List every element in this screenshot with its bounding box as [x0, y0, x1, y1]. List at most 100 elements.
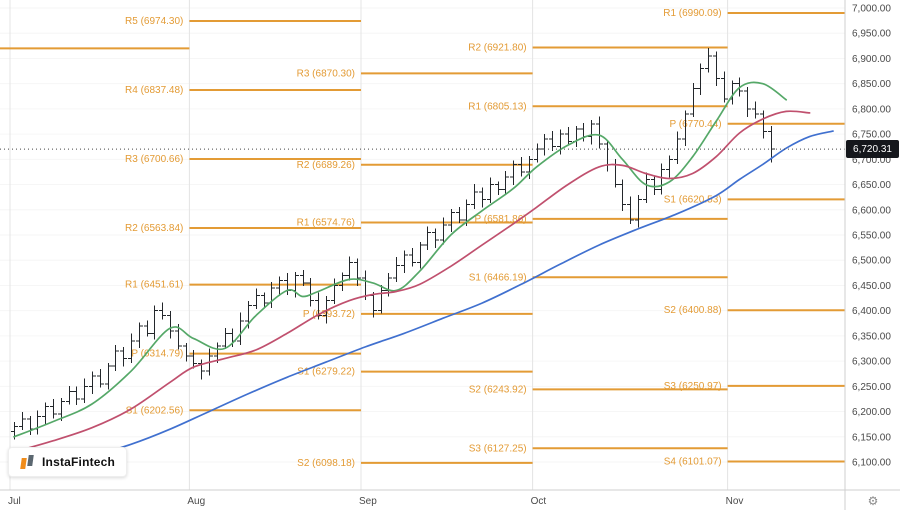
price-tick-label: 6,900.00: [852, 54, 891, 65]
ohlc-bar: [658, 163, 665, 195]
ohlc-bar: [66, 385, 73, 405]
ohlc-bar: [136, 322, 143, 348]
ohlc-bar: [222, 327, 229, 350]
ohlc-bar: [276, 276, 283, 297]
price-tick-label: 6,100.00: [852, 458, 891, 469]
pivot-label: R1 (6990.09): [663, 8, 721, 19]
price-tick-label: 6,750.00: [852, 130, 891, 141]
pivot-label: P (6770.44): [670, 119, 722, 130]
pivot-label: S2 (6243.92): [469, 384, 527, 395]
last-price-badge: 6,720.31: [846, 140, 899, 159]
instafintech-logo: InstaFintech: [8, 447, 128, 477]
ohlc-bar: [705, 47, 712, 73]
price-tick-label: 6,950.00: [852, 29, 891, 40]
pivot-label: S1 (6202.56): [126, 405, 184, 416]
ohlc-bar: [307, 277, 314, 307]
pivot-label: P (6314.79): [131, 349, 183, 360]
ohlc-bar: [682, 110, 689, 147]
price-tick-label: 6,800.00: [852, 104, 891, 115]
ohlc-bar: [261, 292, 268, 309]
ohlc-bar: [619, 179, 626, 211]
ohlc-bar: [690, 83, 697, 117]
ohlc-bar: [354, 258, 361, 286]
ohlc-bar: [495, 181, 502, 196]
ohlc-bar: [417, 242, 424, 269]
price-tick-label: 6,400.00: [852, 306, 891, 317]
ohlc-bar: [198, 359, 205, 380]
ohlc-bar: [42, 402, 49, 425]
pivot-label: R5 (6974.30): [125, 16, 183, 27]
ohlc-bar: [627, 196, 634, 224]
ohlc-bar: [300, 269, 307, 286]
ohlc-bar: [549, 131, 556, 151]
ohlc-bar: [565, 127, 572, 146]
ohlc-bar: [144, 320, 151, 337]
price-tick-label: 6,350.00: [852, 331, 891, 342]
ohlc-bar: [50, 398, 57, 419]
ohlc-bar: [518, 156, 525, 177]
ohlc-bar: [510, 160, 517, 186]
ohlc-bar: [744, 87, 751, 117]
pivot-label: S1 (6620.53): [664, 194, 722, 205]
ohlc-bar: [401, 250, 408, 273]
ma-fast-green: [13, 81, 788, 438]
month-label: Nov: [726, 496, 744, 507]
ma-mid-red: [13, 110, 811, 453]
axis-corner: ⚙: [846, 491, 900, 510]
month-label: Aug: [187, 496, 205, 507]
ohlc-bar: [440, 217, 447, 245]
instafintech-icon: [20, 455, 35, 469]
pivot-label: R2 (6689.26): [297, 160, 355, 171]
ohlc-bar: [697, 63, 704, 95]
ohlc-bar: [752, 101, 759, 119]
ohlc-bar: [378, 284, 385, 314]
ohlc-bar: [331, 278, 338, 305]
ohlc-bar: [190, 350, 197, 369]
ohlc-bar: [471, 184, 478, 209]
ohlc-bar: [89, 371, 96, 394]
ohlc-bar: [81, 378, 88, 403]
price-tick-label: 6,700.00: [852, 155, 891, 166]
time-axis[interactable]: [0, 490, 845, 510]
ohlc-bar: [479, 187, 486, 208]
ohlc-bar: [237, 312, 244, 345]
month-label: Jul: [8, 496, 21, 507]
price-tick-label: 6,600.00: [852, 205, 891, 216]
ohlc-bar: [19, 412, 26, 431]
ohlc-bar: [526, 155, 533, 180]
ohlc-bar: [674, 131, 681, 164]
pivot-label: R2 (6921.80): [468, 42, 526, 53]
ohlc-bar: [409, 248, 416, 267]
ohlc-bar: [713, 51, 720, 87]
pivot-label: R3 (6700.66): [125, 154, 183, 165]
price-tick-label: 6,300.00: [852, 357, 891, 368]
price-tick-label: 6,450.00: [852, 281, 891, 292]
pivot-label: R1 (6574.76): [297, 218, 355, 229]
price-tick-label: 6,550.00: [852, 231, 891, 242]
pivot-label: S4 (6101.07): [664, 456, 722, 467]
pivot-label: S3 (6250.97): [664, 381, 722, 392]
pivot-label: R2 (6563.84): [125, 223, 183, 234]
logo-text: InstaFintech: [42, 455, 116, 469]
pivot-label: P (6581.86): [475, 214, 527, 225]
month-label: Oct: [531, 496, 547, 507]
ohlc-bar: [105, 363, 112, 390]
price-tick-label: 6,850.00: [852, 79, 891, 90]
pivot-label: S3 (6127.25): [469, 443, 527, 454]
pivot-label: S1 (6466.19): [469, 272, 527, 283]
ohlc-bar: [487, 177, 494, 204]
ohlc-bar: [128, 333, 135, 364]
settings-icon[interactable]: ⚙: [867, 493, 879, 508]
ohlc-bar: [97, 369, 104, 388]
price-tick-label: 6,150.00: [852, 432, 891, 443]
ohlc-bar: [58, 397, 65, 422]
ohlc-bar: [666, 155, 673, 178]
ohlc-bar: [346, 256, 353, 281]
ohlc-bar: [159, 302, 166, 320]
ohlc-bar: [393, 257, 400, 282]
ohlc-bar: [760, 110, 767, 139]
ohlc-bar: [424, 226, 431, 251]
